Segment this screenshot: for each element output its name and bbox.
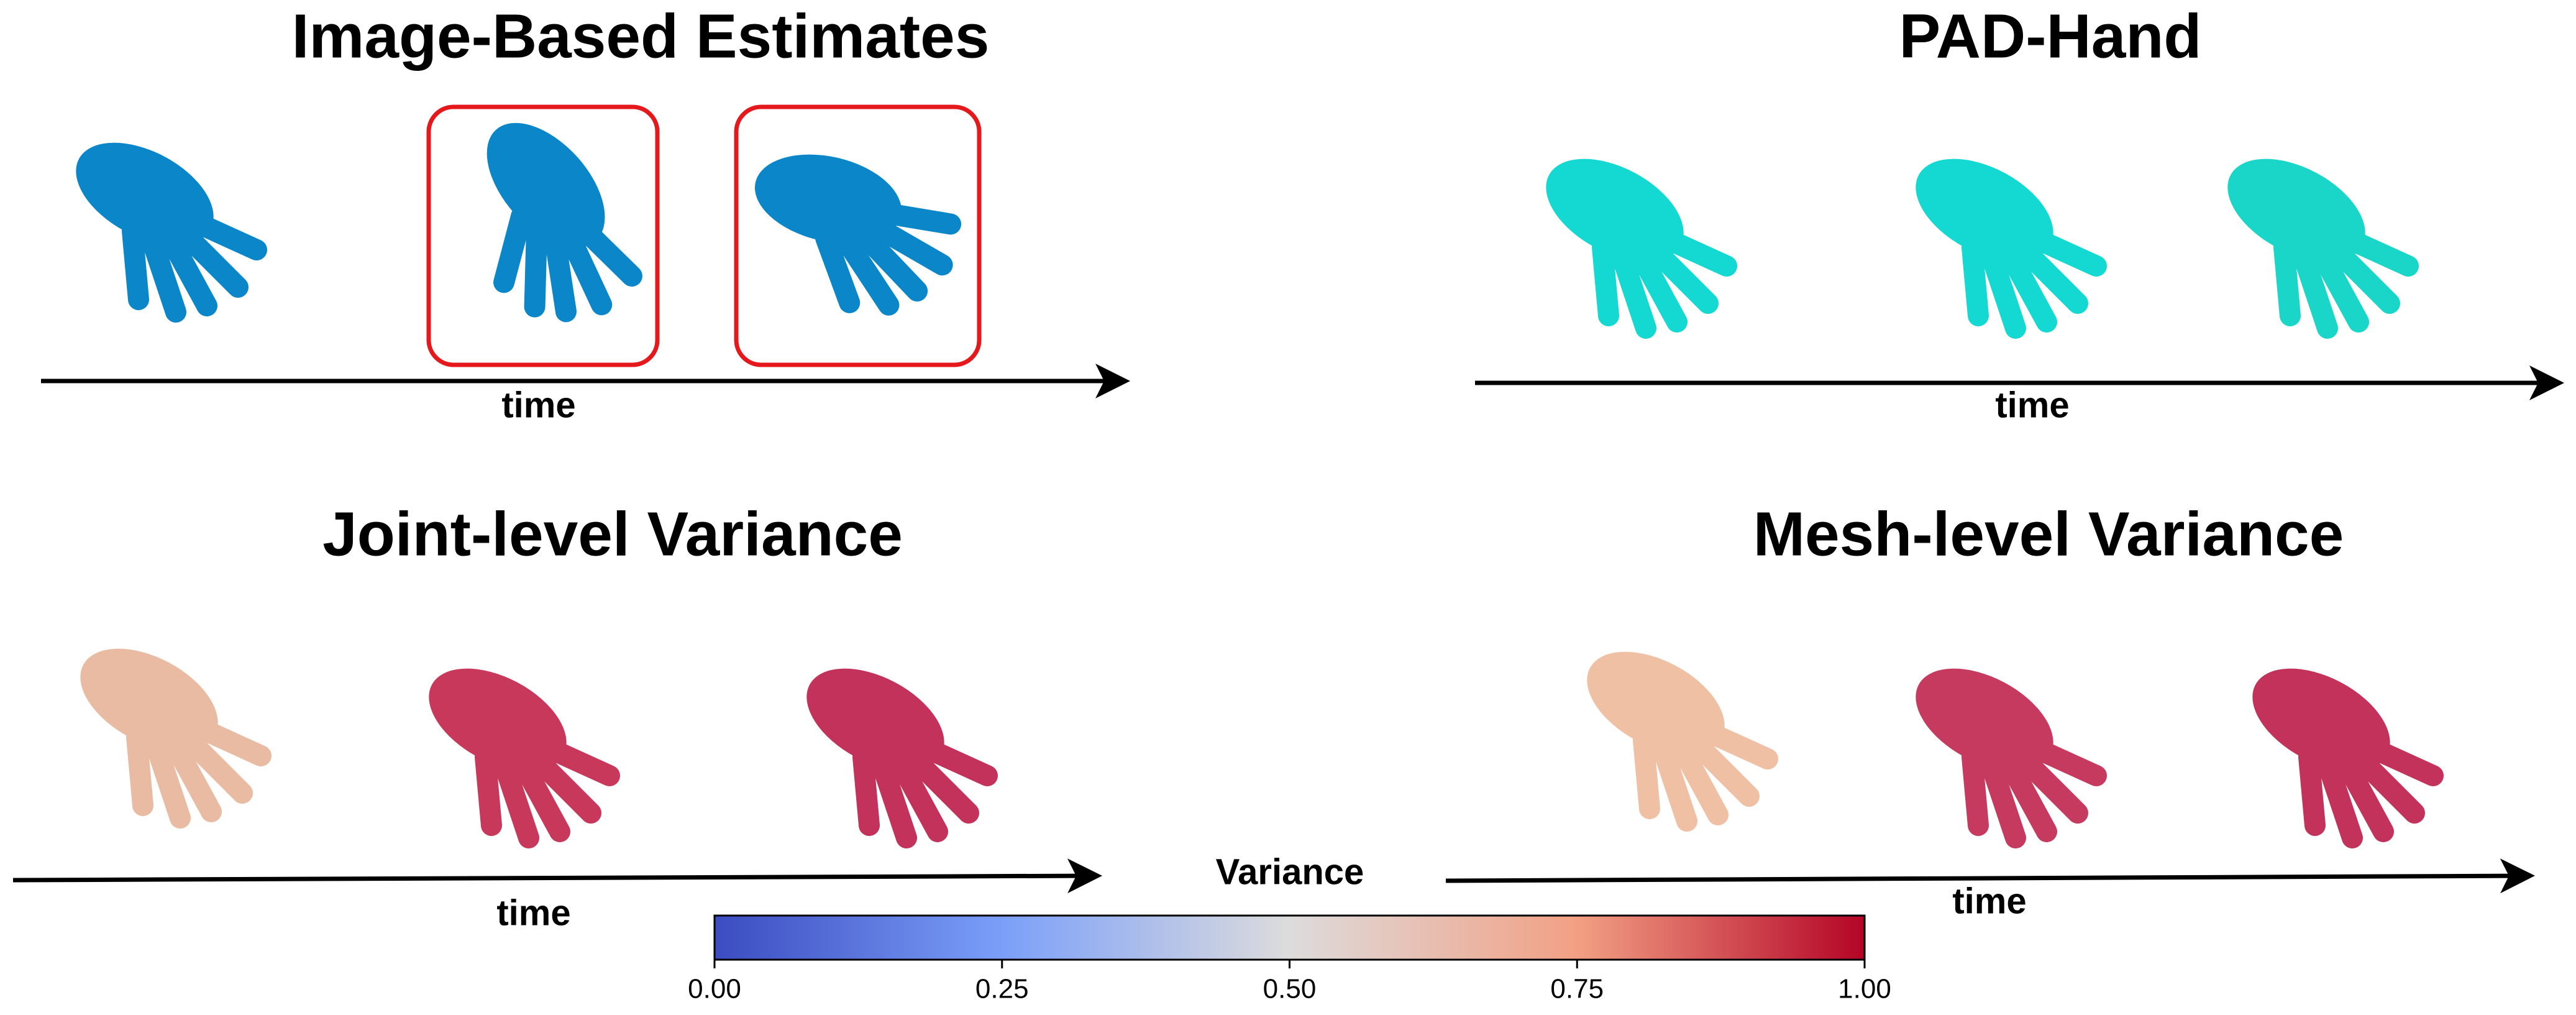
hand-render: [63, 628, 261, 818]
tick-label: 0.50: [1263, 974, 1317, 1004]
tick-label: 0.75: [1550, 974, 1604, 1004]
hand-render: [2236, 648, 2433, 838]
panel-title: PAD-Hand: [1899, 1, 2201, 71]
hand-render: [1529, 138, 1727, 328]
hand-render: [727, 100, 967, 335]
hand-render: [790, 648, 987, 838]
panel-title: Joint-level Variance: [322, 499, 903, 569]
highlight-box: [734, 104, 982, 367]
hand-render: [412, 648, 610, 838]
colorbar-title: Variance: [1216, 852, 1364, 892]
tick-label: 0.25: [975, 974, 1029, 1004]
axis-label: time: [501, 385, 575, 425]
axis-label: time: [496, 893, 570, 933]
time-arrow: [1445, 858, 2535, 894]
panel-title: Image-Based Estimates: [292, 1, 990, 71]
tick-label: 0.00: [688, 974, 741, 1004]
tick-label: 1.00: [1838, 974, 1891, 1004]
hand-render: [1899, 138, 2096, 328]
axis-label: time: [1995, 385, 2069, 425]
highlight-box: [426, 104, 660, 367]
panel-title: Mesh-level Variance: [1753, 499, 2344, 569]
time-arrow: [12, 858, 1102, 894]
colorbar: [713, 914, 1866, 961]
hand-render: [2211, 138, 2408, 328]
hand-render: [1570, 631, 1768, 821]
hand-render: [425, 88, 675, 334]
hand-render: [1899, 648, 2096, 838]
hand-render: [59, 122, 257, 312]
axis-label: time: [1952, 881, 2026, 921]
